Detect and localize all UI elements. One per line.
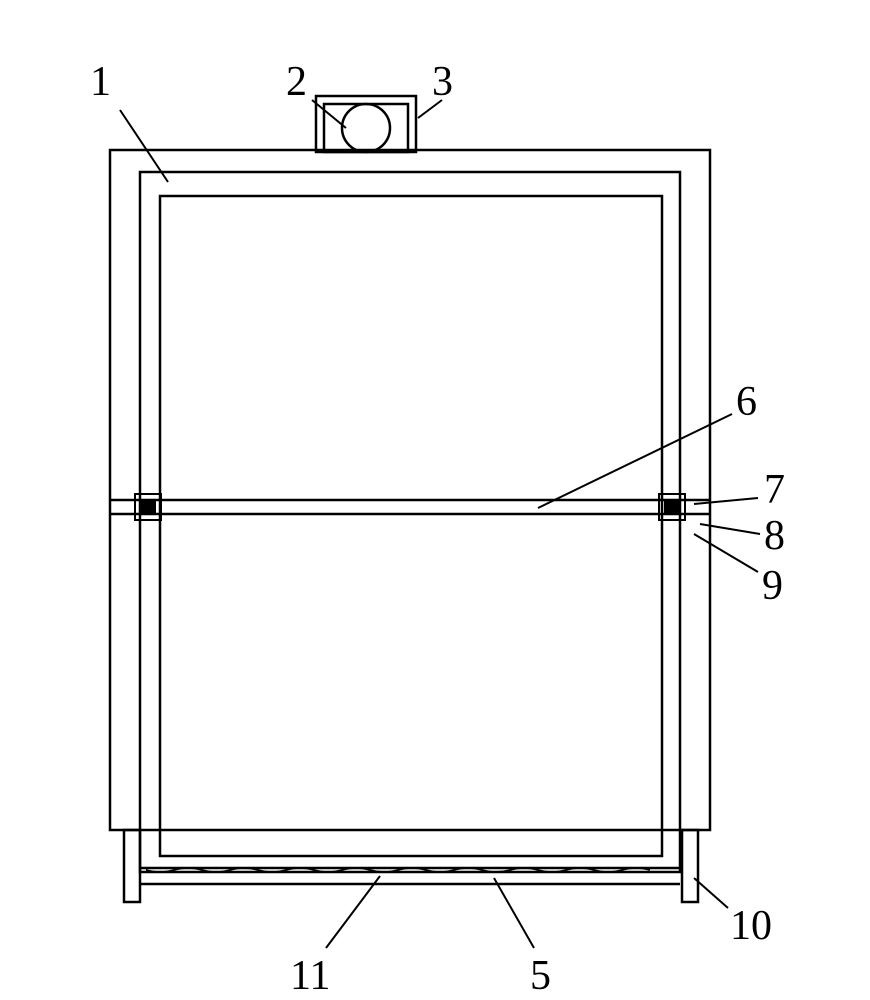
callout-label-9: 9	[762, 562, 783, 610]
pivot-block-left	[140, 499, 156, 515]
technical-diagram	[0, 0, 870, 1000]
callout-label-7: 7	[764, 466, 785, 514]
callout-label-5: 5	[530, 952, 551, 1000]
callout-label-8: 8	[764, 512, 785, 560]
callout-label-6: 6	[736, 378, 757, 426]
callout-label-11: 11	[290, 952, 330, 1000]
callout-label-3: 3	[432, 58, 453, 106]
top-port	[342, 104, 390, 152]
callout-label-2: 2	[286, 58, 307, 106]
callout-label-1: 1	[90, 58, 111, 106]
pivot-block-right	[664, 499, 680, 515]
callout-label-10: 10	[730, 902, 772, 950]
